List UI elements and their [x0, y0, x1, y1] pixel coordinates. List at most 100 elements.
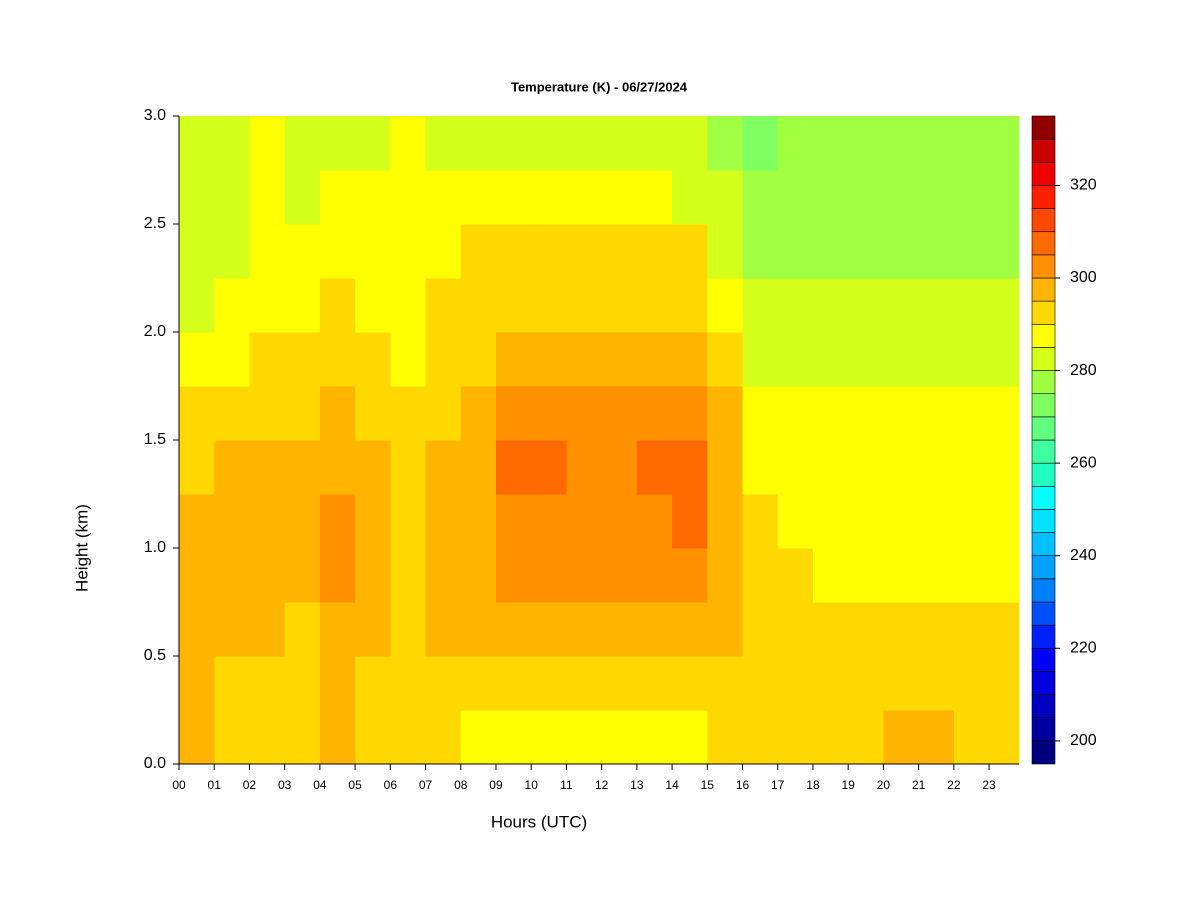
heat-cell: [355, 332, 391, 387]
colorbar-tick-label: 200: [1070, 732, 1097, 749]
x-tick-label: 12: [595, 778, 609, 792]
colorbar-band: [1031, 439, 1056, 464]
heat-cell: [812, 710, 849, 764]
heat-cell: [566, 224, 603, 279]
heat-cell: [848, 710, 884, 764]
heat-cell: [707, 548, 744, 603]
heat-cell: [672, 170, 708, 225]
x-tick-label: 14: [665, 778, 679, 792]
heat-cell: [460, 386, 497, 441]
heat-cell: [742, 710, 779, 764]
x-tick-label: 09: [489, 778, 503, 792]
x-tick-label: 22: [947, 778, 961, 792]
heat-cell: [953, 656, 990, 711]
heat-cell: [848, 548, 884, 603]
x-tick-label: 20: [877, 778, 891, 792]
heat-cell: [319, 278, 356, 333]
heat-cell: [672, 332, 708, 387]
heat-cell: [636, 170, 673, 225]
heat-cell: [777, 332, 814, 387]
heat-cell: [214, 170, 250, 225]
heat-cell: [601, 116, 638, 171]
heat-cell: [848, 116, 884, 171]
colorbar-band: [1031, 601, 1056, 626]
heat-cell: [460, 710, 497, 764]
heat-cell: [531, 548, 567, 603]
heat-cell: [883, 548, 920, 603]
heat-cell: [777, 170, 814, 225]
heat-cell: [989, 710, 1019, 764]
heat-cell: [777, 710, 814, 764]
heat-cell: [953, 386, 990, 441]
heat-cell: [284, 548, 321, 603]
heat-cell: [953, 548, 990, 603]
heat-cell: [707, 224, 744, 279]
x-tick-label: 13: [630, 778, 644, 792]
heat-cell: [390, 656, 427, 711]
heat-cell: [425, 116, 462, 171]
heat-cell: [355, 116, 391, 171]
heat-cell: [918, 170, 955, 225]
heat-cell: [953, 440, 990, 495]
heat-cell: [214, 224, 250, 279]
heat-cell: [425, 332, 462, 387]
x-tick-label: 02: [243, 778, 257, 792]
heat-cell: [742, 170, 779, 225]
heat-cell: [883, 656, 920, 711]
heat-cell: [848, 278, 884, 333]
heat-cell: [601, 710, 638, 764]
heat-cell: [989, 386, 1019, 441]
heat-cell: [812, 332, 849, 387]
heat-cell: [601, 656, 638, 711]
heat-cell: [425, 170, 462, 225]
heat-cell: [777, 602, 814, 657]
heat-cell: [777, 656, 814, 711]
x-tick-label: 21: [912, 778, 926, 792]
y-tick-label: 1.0: [144, 539, 166, 556]
heat-cell: [672, 548, 708, 603]
heat-cell: [953, 332, 990, 387]
heat-cell: [883, 224, 920, 279]
heat-cell: [848, 386, 884, 441]
heat-cell: [495, 440, 532, 495]
y-tick-label: 0.0: [144, 755, 166, 772]
heat-cell: [672, 602, 708, 657]
heat-cell: [355, 602, 391, 657]
heat-cell: [918, 278, 955, 333]
x-tick-label: 01: [208, 778, 222, 792]
heat-cell: [460, 602, 497, 657]
heat-cell: [319, 116, 356, 171]
heat-cell: [249, 440, 286, 495]
heat-cell: [848, 602, 884, 657]
heat-cell: [777, 494, 814, 549]
heat-cell: [319, 548, 356, 603]
heat-cell: [390, 386, 427, 441]
colorbar-band: [1031, 694, 1056, 719]
heat-cell: [566, 170, 603, 225]
x-tick-label: 07: [419, 778, 433, 792]
heat-cell: [214, 548, 250, 603]
heat-cell: [918, 602, 955, 657]
heat-cell: [566, 116, 603, 171]
heat-cell: [953, 602, 990, 657]
heat-cell: [883, 494, 920, 549]
heat-cell: [390, 224, 427, 279]
heat-cell: [214, 656, 250, 711]
heat-cell: [812, 440, 849, 495]
heat-cell: [672, 224, 708, 279]
heat-cell: [319, 656, 356, 711]
heat-cell: [425, 548, 462, 603]
colorbar-band: [1031, 347, 1056, 371]
heat-cell: [636, 548, 673, 603]
heat-cell: [284, 494, 321, 549]
heat-cell: [531, 386, 567, 441]
heat-cell: [848, 440, 884, 495]
heat-cell: [495, 494, 532, 549]
heat-cell: [636, 332, 673, 387]
heat-cell: [460, 224, 497, 279]
heat-cell: [918, 440, 955, 495]
heat-cell: [953, 710, 990, 764]
heat-cell: [601, 386, 638, 441]
heat-cell: [179, 440, 215, 495]
heat-cell: [531, 116, 567, 171]
